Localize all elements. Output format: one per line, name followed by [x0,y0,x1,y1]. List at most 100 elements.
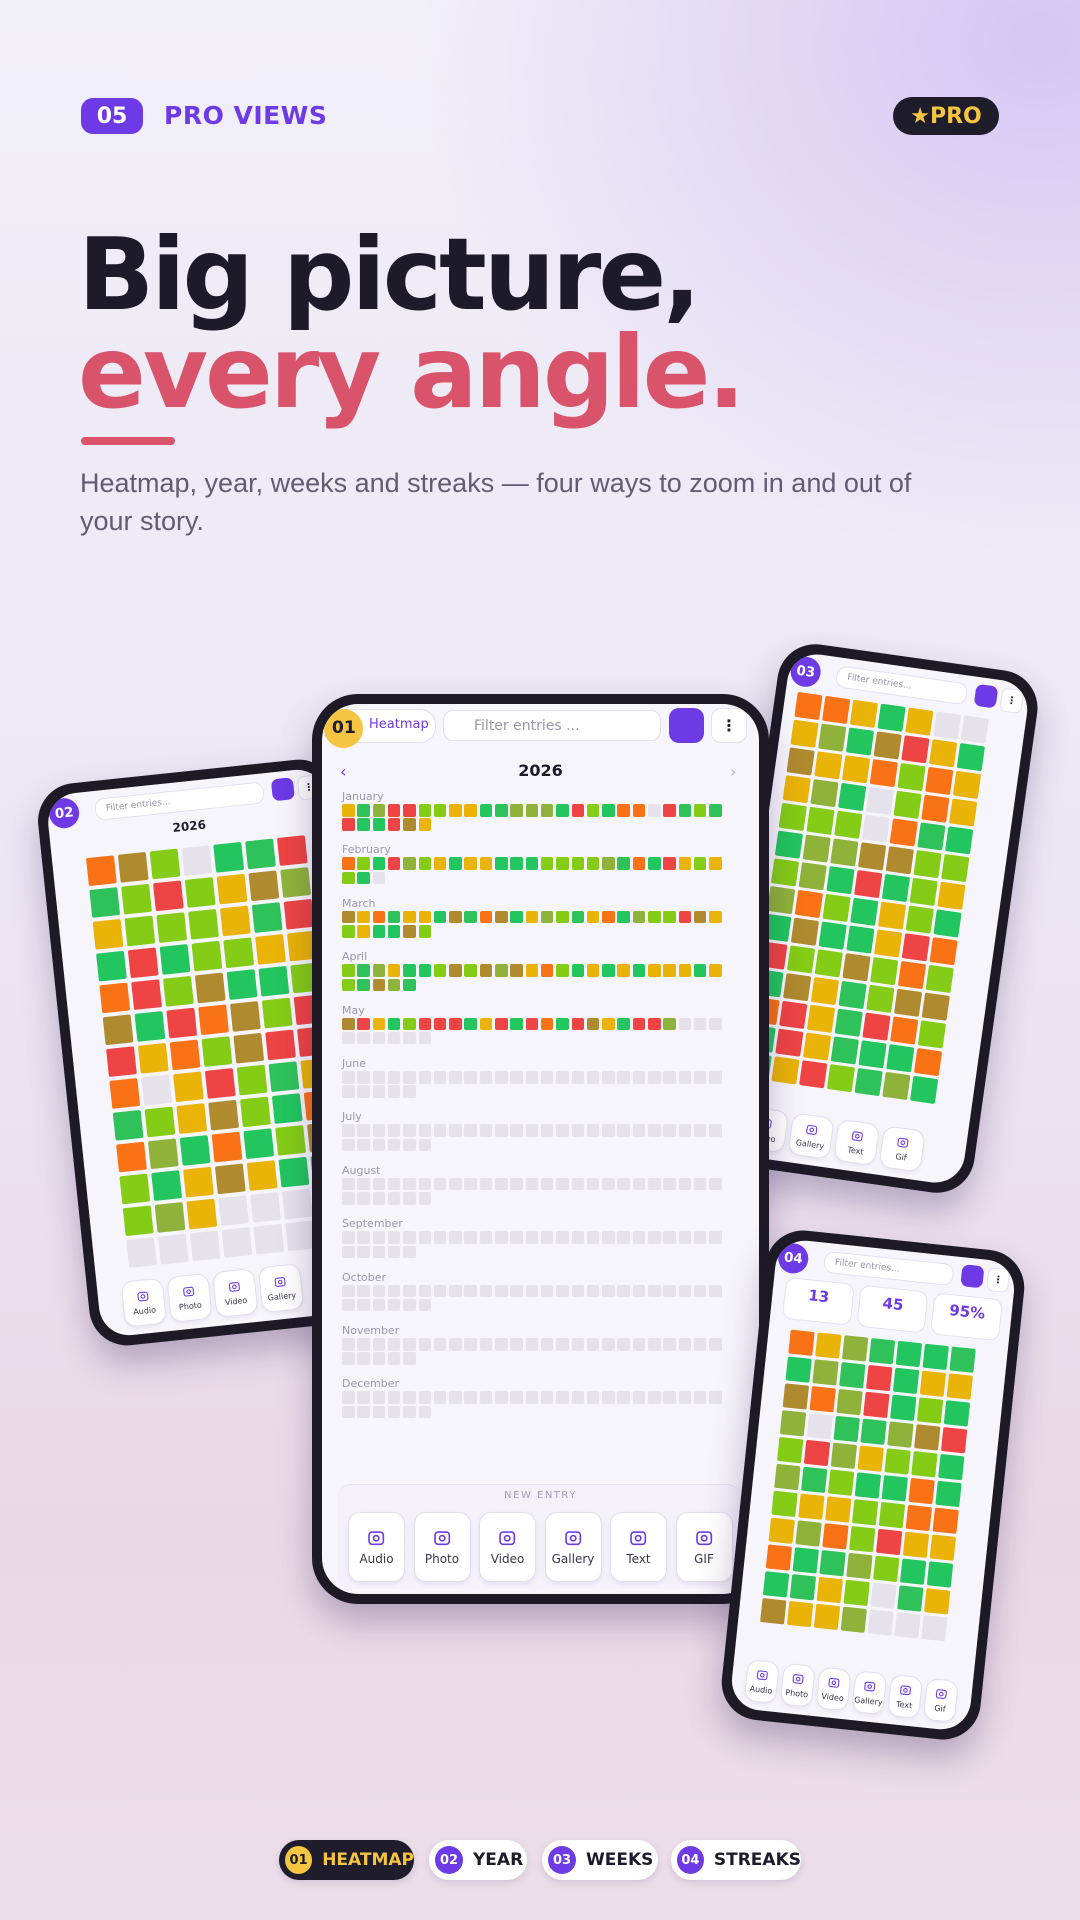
heat-cell [464,964,477,977]
action-button[interactable]: Gallery [787,1112,835,1160]
heat-cell [782,1383,810,1410]
heat-cell [342,818,355,831]
phone: Heatmap 01 Filter entries ... ⋮ ‹ › 2026 Januar… [312,694,769,1604]
action-button[interactable]: Gif [922,1677,959,1723]
heat-cell [678,1071,692,1084]
action-button[interactable]: Gallery [257,1263,305,1314]
heat-cell [479,1177,493,1191]
heat-cell [941,853,970,883]
heat-cell [418,1124,431,1137]
heat-cell [648,857,661,870]
action-button[interactable]: Photo [779,1662,816,1708]
heat-cell [799,1060,828,1089]
action-button[interactable]: Audio [348,1512,405,1582]
theme-button[interactable] [669,708,704,743]
heat-cell [250,1191,281,1223]
heat-cell [357,1391,370,1404]
month-label: July [342,1110,362,1124]
menu-button[interactable]: ⋮ [985,1266,1011,1294]
heat-cell [663,910,676,924]
heat-cell [479,857,493,870]
heat-cell [258,965,290,997]
heat-cell [895,1340,923,1368]
filter-input[interactable]: Filter entries... [822,1250,955,1287]
heat-cell [617,1338,630,1351]
heat-cell [921,992,950,1021]
heat-cell [949,1346,976,1373]
tab[interactable]: 01 HEATMAP [279,1840,414,1880]
action-button[interactable]: Photo [166,1272,213,1323]
action-button[interactable]: Text [832,1118,881,1167]
action-button[interactable]: Text [886,1673,924,1720]
heat-cell [372,1017,386,1031]
heat-cell [693,1338,707,1351]
heat-cell [433,804,447,817]
action-button[interactable]: Video [815,1666,852,1712]
heat-cell [372,1284,386,1298]
heat-cell [854,1472,882,1499]
action-button[interactable]: Photo [413,1512,471,1582]
heat-cell [925,766,954,796]
next-year[interactable]: › [730,762,737,781]
heat-cell [540,964,554,977]
tab[interactable]: 04 STREAKS [671,1840,801,1880]
heat-cell [433,857,447,870]
tab[interactable]: 02 YEAR [429,1840,527,1880]
action-button[interactable]: Video [211,1267,259,1319]
action-button[interactable]: Gallery [544,1512,602,1582]
heat-cell [937,881,966,910]
heat-cell [929,739,958,768]
theme-button[interactable] [973,683,999,709]
heat-cell [617,964,630,977]
heat-cell [357,1284,370,1298]
theme-button[interactable] [270,777,295,802]
month-label: August [342,1163,381,1177]
heat-cell [372,857,386,870]
heat-cell [925,964,954,994]
heat-cell [765,1544,793,1571]
heat-cell [556,1071,569,1084]
heat-cell [464,1017,477,1031]
heat-cell [892,1367,920,1395]
heat-cell [387,1177,401,1191]
action-button[interactable]: Audio [743,1658,780,1705]
heat-cell [632,910,646,924]
heat-cell [648,1391,661,1404]
heat-cell [838,980,867,1010]
heat-cell [709,910,722,924]
heat-cell [849,699,878,728]
heat-cell [602,1231,615,1244]
heat-cell [678,910,692,924]
heat-cell [418,1071,431,1084]
heat-cell [372,1245,386,1258]
heat-cell [693,1124,707,1137]
stat-value: 13 [807,1286,831,1307]
heat-cell [617,1284,630,1298]
heat-cell [342,1071,355,1084]
month-label: December [342,1377,400,1391]
heat-cell [169,1039,201,1071]
heat-cell [924,1588,951,1615]
prev-year[interactable]: ‹ [340,762,347,781]
heat-cell [870,1582,897,1609]
action-button[interactable]: Video [479,1512,536,1582]
heat-cell [921,1615,948,1642]
action-button[interactable]: Audio [120,1277,168,1328]
heat-cell [357,1231,370,1244]
theme-button[interactable] [960,1264,985,1289]
heat-cell [556,1231,569,1244]
action-button[interactable]: Gif [878,1125,926,1173]
heat-cell [571,1391,584,1404]
menu-button[interactable]: ⋮ [711,708,747,743]
filter-input[interactable]: Filter entries ... [443,710,661,741]
heat-cell [571,964,584,977]
heat-cell [449,1391,462,1404]
tab[interactable]: 03 WEEKS [542,1840,658,1880]
menu-button[interactable]: ⋮ [999,687,1025,715]
heat-cell [433,1177,447,1191]
action-button[interactable]: GIF [675,1512,733,1582]
action-button[interactable]: Text [610,1512,667,1582]
heat-cell [890,1016,919,1045]
action-button[interactable]: Gallery [851,1670,888,1716]
heat-cell [779,1000,808,1030]
